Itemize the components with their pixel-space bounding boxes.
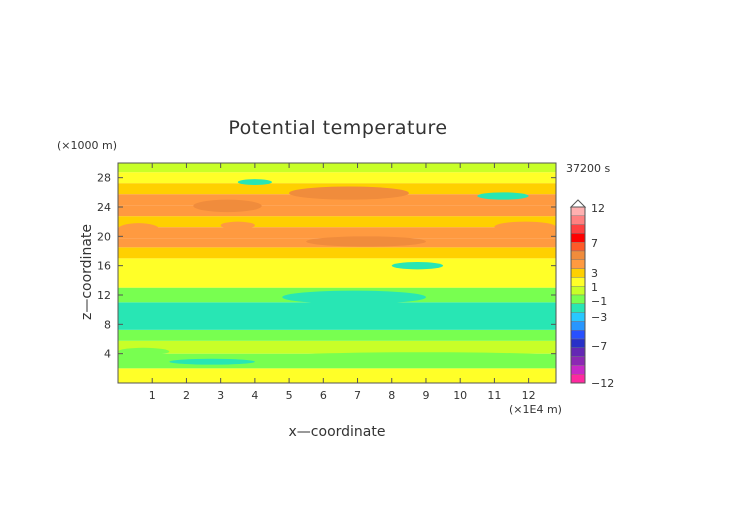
anomaly-patch <box>391 262 444 270</box>
anomaly-patch <box>494 221 556 232</box>
anomaly-patch <box>306 236 426 247</box>
x-tick-label: 8 <box>388 389 395 402</box>
colorbar-label: 12 <box>591 202 605 215</box>
colorbar-swatch <box>570 330 586 340</box>
x-axis-label: x—coordinate <box>289 424 386 440</box>
anomaly-patches <box>118 179 556 365</box>
x-tick-label: 9 <box>422 389 429 402</box>
colorbar-frame <box>570 206 586 384</box>
anomaly-patch <box>118 223 160 235</box>
y-tick-label: 12 <box>97 289 111 302</box>
y-tick-label: 4 <box>104 348 111 361</box>
x-tick-label: 11 <box>487 389 501 402</box>
colorbar-swatch <box>570 215 586 225</box>
x-tick-label: 2 <box>183 389 190 402</box>
colorbar-swatch <box>570 303 586 313</box>
x-tick-label: 7 <box>354 389 361 402</box>
x-tick-label: 4 <box>251 389 258 402</box>
band-level <box>118 194 556 206</box>
band-level <box>118 317 556 330</box>
colorbar-swatch <box>570 233 586 243</box>
colorbar-label: 7 <box>591 237 598 250</box>
x-tick-label: 1 <box>149 389 156 402</box>
band-level <box>118 302 556 317</box>
band-level <box>118 205 556 217</box>
colorbar-label: −1 <box>591 295 607 308</box>
band-level <box>118 329 556 341</box>
y-tick-label: 20 <box>97 230 111 243</box>
band-level <box>118 258 556 273</box>
band-level <box>118 368 556 383</box>
colorbar-label: 3 <box>591 267 598 280</box>
colorbar-swatch <box>570 206 586 217</box>
band-level <box>118 227 556 239</box>
y-tick-label: 8 <box>104 318 111 331</box>
x-tick-label: 12 <box>522 389 536 402</box>
colorbar-label: −3 <box>591 311 607 324</box>
x-tick-label: 3 <box>217 389 224 402</box>
anomaly-patch <box>169 358 255 365</box>
colorbar-swatch <box>570 338 586 349</box>
time-label: 37200 s <box>566 162 610 175</box>
band-level <box>118 273 556 288</box>
band-level <box>118 340 556 354</box>
y-axis-label: z—coordinate <box>79 224 95 320</box>
x-unit-label: (×1E4 m) <box>509 403 562 416</box>
plot-frame <box>117 162 557 384</box>
anomaly-patch <box>289 186 409 200</box>
colorbar-swatch <box>570 312 586 322</box>
x-tick-label: 10 <box>453 389 467 402</box>
colorbar-swatch <box>570 250 586 261</box>
anomaly-patch <box>237 179 272 185</box>
y-axis: 4 8 12 16 20 24 28 <box>97 172 556 361</box>
colorbar-swatch <box>570 286 586 296</box>
colorbar-swatch <box>570 224 586 234</box>
band-level <box>118 216 556 228</box>
band-level <box>118 163 556 173</box>
colorbar-swatch <box>570 294 586 305</box>
x-tick-label: 6 <box>320 389 327 402</box>
y-tick-label: 28 <box>97 172 111 185</box>
colorbar-swatch <box>570 259 586 269</box>
colorbar-swatch <box>570 241 586 252</box>
anomaly-patch <box>443 207 488 216</box>
anomaly-patch <box>118 347 170 356</box>
colorbar-swatch <box>570 365 586 375</box>
anomaly-patch <box>220 221 255 229</box>
colorbar-swatch <box>570 347 586 357</box>
band-level <box>118 172 556 184</box>
colorbar-label: −7 <box>591 340 607 353</box>
plot-area <box>118 163 556 383</box>
anomaly-patch <box>477 192 529 200</box>
colorbar-swatch <box>570 356 586 366</box>
anomaly-patch <box>289 352 556 360</box>
anomaly-patch <box>193 199 262 213</box>
colorbar-swatch <box>570 277 586 287</box>
colorbar-swatch <box>570 268 586 278</box>
x-tick-label: 5 <box>286 389 293 402</box>
anomaly-patch <box>282 290 426 304</box>
y-tick-label: 24 <box>97 201 111 214</box>
x-axis: 1 2 3 4 5 6 7 8 9 10 11 12 <box>149 163 536 402</box>
colorbar-label: −12 <box>591 377 614 390</box>
chart-title: Potential temperature <box>228 117 447 139</box>
colorbar-label: 1 <box>591 281 598 294</box>
band-level <box>118 247 556 259</box>
y-tick-label: 16 <box>97 260 111 273</box>
y-unit-label: (×1000 m) <box>57 139 117 152</box>
colorbar-swatch <box>570 374 586 384</box>
colorbar-swatch <box>570 321 586 331</box>
colorbar-arrow <box>569 199 587 208</box>
colorbar: 12 7 31−1 −3 −7 −12 <box>569 199 614 390</box>
